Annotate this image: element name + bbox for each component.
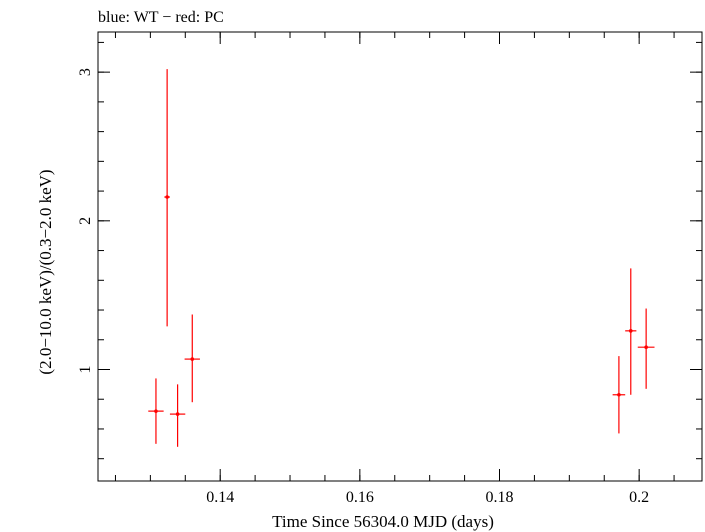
point-marker xyxy=(190,357,195,361)
point-marker xyxy=(154,409,158,413)
data-points xyxy=(148,69,655,447)
y-axis-label: (2.0−10.0 keV)/(0.3−2.0 keV) xyxy=(36,169,55,374)
x-tick-label: 0.16 xyxy=(346,489,374,506)
y-tick-label: 3 xyxy=(77,68,94,76)
x-tick-label: 0.14 xyxy=(206,489,234,506)
y-tick-label: 1 xyxy=(77,365,94,373)
axis-tick-labels: 0.14 0.16 0.18 0.2 1 2 3 xyxy=(77,68,649,506)
point-marker xyxy=(617,392,621,397)
point-marker xyxy=(165,195,169,199)
data-point-pc xyxy=(637,308,655,389)
x-tick-label: 0.2 xyxy=(629,489,649,506)
axis-ticks xyxy=(98,32,702,481)
data-point-pc xyxy=(612,356,626,434)
point-marker xyxy=(644,345,648,349)
x-axis-label: Time Since 56304.0 MJD (days) xyxy=(272,512,494,531)
y-tick-label: 2 xyxy=(77,217,94,225)
x-tick-label: 0.18 xyxy=(486,489,514,506)
data-point-pc xyxy=(169,384,186,447)
plot-frame xyxy=(97,31,703,482)
data-point-pc xyxy=(148,378,164,444)
point-marker xyxy=(628,329,633,333)
chart-title: blue: WT − red: PC xyxy=(98,9,224,26)
data-point-pc xyxy=(625,268,637,395)
data-point-pc xyxy=(184,314,200,403)
data-point-pc xyxy=(164,69,170,327)
point-marker xyxy=(175,412,180,416)
